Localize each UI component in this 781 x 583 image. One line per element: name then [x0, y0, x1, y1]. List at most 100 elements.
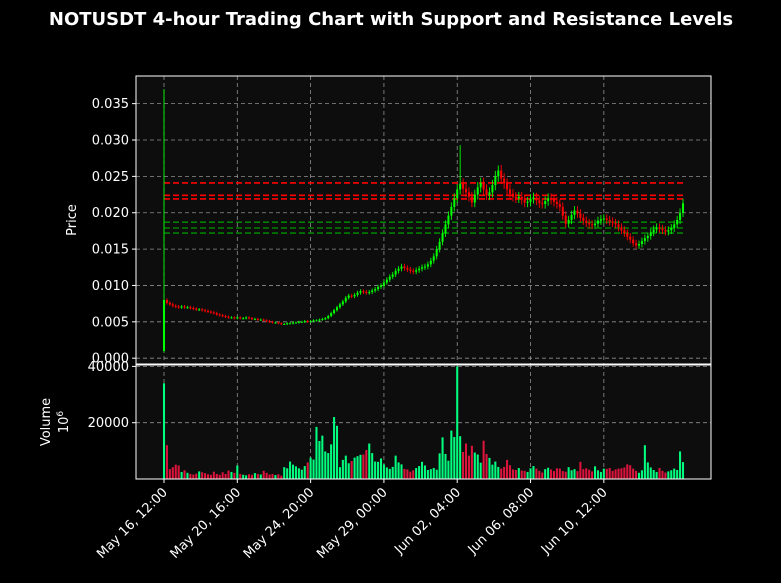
- volume-bar: [335, 425, 339, 479]
- candle-body: [201, 309, 204, 311]
- volume-bar: [280, 475, 283, 479]
- candle-body: [594, 223, 597, 226]
- candle-body: [523, 199, 526, 203]
- volume-bar: [259, 474, 262, 479]
- volume-bar: [330, 444, 333, 479]
- candle-body: [450, 206, 453, 216]
- candle-body: [338, 304, 341, 308]
- candle-body: [544, 201, 547, 204]
- candle-body: [555, 201, 558, 204]
- candle-body: [573, 210, 576, 215]
- candle-body: [391, 274, 394, 277]
- candle-body: [209, 311, 212, 313]
- volume-bar: [585, 468, 588, 479]
- candle-body: [576, 210, 579, 214]
- candle-body: [617, 224, 620, 228]
- volume-bar: [673, 468, 676, 479]
- volume-bar: [464, 443, 468, 479]
- volume-axis-label: Volume: [39, 398, 54, 446]
- volume-bar: [576, 471, 579, 479]
- candle-body: [385, 279, 388, 283]
- candle-body: [564, 215, 567, 224]
- volume-bar: [473, 452, 476, 479]
- candle-body: [250, 318, 253, 320]
- candle-body: [640, 241, 643, 244]
- volume-bar: [506, 459, 509, 479]
- volume-bar: [676, 469, 679, 479]
- volume-bar: [447, 460, 450, 479]
- candle-body: [382, 282, 385, 286]
- candle-body: [221, 315, 224, 317]
- candle-body: [297, 321, 300, 323]
- candle-body: [517, 196, 520, 199]
- candle-body: [635, 243, 638, 246]
- volume-bar: [356, 456, 359, 479]
- volume-bar: [570, 470, 573, 479]
- candle-body: [585, 220, 588, 223]
- volume-bar: [541, 472, 544, 479]
- candle-body: [664, 230, 667, 232]
- candle-body: [643, 238, 646, 242]
- candle-body: [335, 307, 339, 311]
- candle-body: [204, 310, 207, 312]
- volume-bar: [306, 462, 309, 479]
- volume-bar: [681, 462, 685, 479]
- candle-body: [230, 317, 233, 319]
- volume-bar: [165, 445, 168, 479]
- volume-bar: [248, 474, 251, 479]
- volume-tick-label: 20000: [88, 416, 129, 431]
- volume-bar: [432, 468, 435, 479]
- candle-body: [464, 188, 468, 193]
- volume-bar: [227, 470, 230, 479]
- candle-body: [350, 295, 353, 297]
- candle-body: [409, 269, 412, 271]
- volume-bar: [312, 459, 315, 479]
- candle-body: [511, 193, 514, 197]
- x-tick-label: Jun 10, 12:00: [538, 485, 611, 558]
- candle-body: [227, 316, 230, 318]
- candle-body: [608, 220, 611, 222]
- candle-body: [567, 220, 570, 224]
- volume-bar: [333, 417, 336, 479]
- candle-body: [602, 218, 605, 220]
- candle-body: [629, 236, 632, 240]
- candle-body: [476, 187, 479, 195]
- volume-bar: [379, 458, 383, 479]
- candle-body: [318, 319, 321, 321]
- candle-body: [444, 224, 447, 234]
- volume-bar: [245, 475, 248, 479]
- x-tick-label: Jun 02, 04:00: [391, 485, 464, 558]
- candle-body: [312, 320, 315, 322]
- candle-body: [558, 204, 561, 207]
- volume-bar: [274, 475, 277, 479]
- volume-bar: [623, 467, 626, 479]
- candle-body: [253, 318, 256, 320]
- candle-body: [353, 294, 356, 297]
- volume-bar: [588, 469, 591, 479]
- volume-bar: [359, 454, 362, 479]
- volume-bar: [649, 467, 652, 479]
- candle-body: [162, 300, 166, 351]
- candle-body: [429, 260, 432, 265]
- candle-body: [467, 192, 470, 197]
- candle-body: [174, 305, 177, 307]
- volume-tick-label: 40000: [88, 360, 129, 375]
- candle-body: [262, 319, 265, 321]
- volume-bar: [256, 473, 259, 479]
- volume-bar: [538, 470, 541, 479]
- volume-bar: [204, 473, 207, 479]
- volume-bar: [467, 455, 470, 479]
- candle-body: [667, 230, 670, 232]
- candle-body: [248, 317, 251, 319]
- candle-body: [652, 229, 655, 233]
- candle-body: [470, 196, 473, 203]
- volume-bar: [552, 471, 556, 479]
- volume-bar: [347, 463, 350, 479]
- candle-body: [183, 306, 186, 308]
- volume-bar: [394, 455, 397, 479]
- volume-bar: [236, 465, 239, 479]
- candle-body: [306, 321, 309, 323]
- volume-bar: [573, 469, 576, 479]
- volume-bar: [423, 465, 426, 479]
